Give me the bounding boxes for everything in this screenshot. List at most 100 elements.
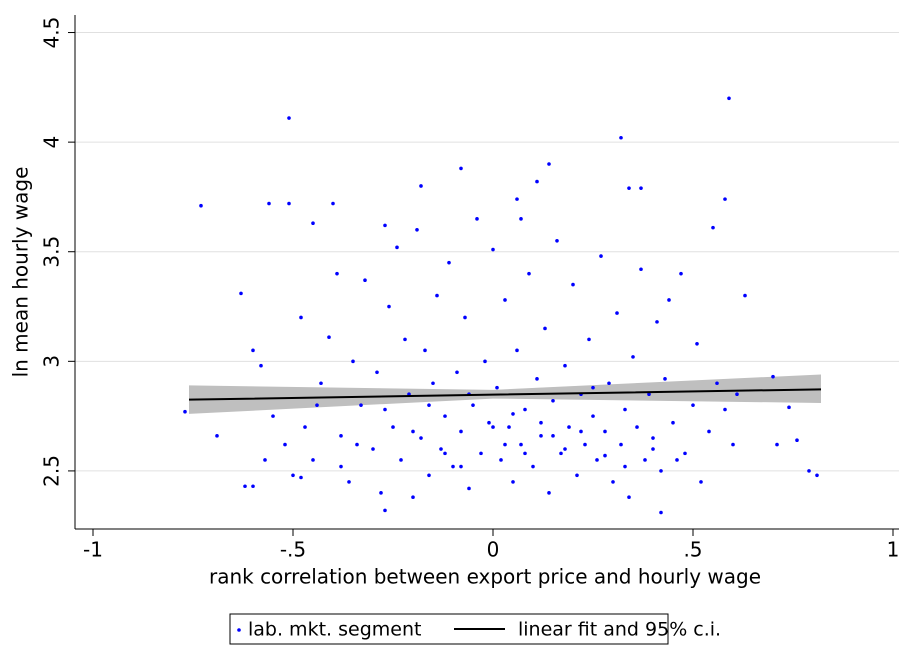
- point: [723, 197, 727, 201]
- point: [311, 221, 315, 226]
- point: [631, 355, 635, 359]
- point: [535, 377, 539, 381]
- point: [339, 464, 343, 469]
- point: [315, 403, 319, 407]
- point: [627, 186, 631, 190]
- point: [639, 186, 643, 190]
- point: [683, 451, 687, 456]
- point: [359, 403, 363, 407]
- y-tick-label: 4: [40, 136, 64, 149]
- fit-line: [188, 388, 822, 401]
- point: [771, 374, 775, 379]
- point: [815, 473, 819, 478]
- point: [419, 184, 423, 188]
- point: [711, 225, 715, 230]
- x-tick-label: .5: [683, 538, 702, 562]
- y-tick-label: 3: [40, 355, 64, 368]
- point: [603, 453, 607, 458]
- point: [427, 473, 431, 478]
- point: [263, 458, 267, 462]
- point: [351, 359, 355, 364]
- legend-box: [229, 613, 669, 645]
- point: [735, 392, 739, 396]
- point: [639, 267, 643, 272]
- point: [283, 442, 287, 447]
- point: [635, 425, 639, 429]
- point: [459, 166, 463, 171]
- point: [483, 359, 487, 364]
- point: [547, 162, 551, 166]
- x-tick-label: -.5: [280, 538, 306, 562]
- point: [527, 271, 531, 276]
- point: [411, 429, 415, 434]
- point: [355, 442, 359, 447]
- point: [535, 179, 539, 184]
- point: [599, 254, 603, 258]
- point: [579, 429, 583, 434]
- point: [523, 451, 527, 456]
- point: [299, 315, 303, 320]
- point: [331, 201, 335, 206]
- point: [699, 480, 703, 484]
- point: [427, 403, 431, 407]
- point: [511, 412, 515, 416]
- x-axis-label: rank correlation between export price an…: [209, 565, 761, 589]
- point: [199, 203, 203, 208]
- point: [455, 370, 459, 375]
- point: [415, 228, 419, 232]
- point: [743, 293, 747, 298]
- point: [439, 447, 443, 451]
- point: [387, 304, 391, 309]
- point: [399, 458, 403, 462]
- y-tick-label: 2.5: [40, 455, 64, 487]
- point: [479, 451, 483, 456]
- point: [671, 420, 675, 425]
- point: [363, 278, 367, 283]
- point: [571, 282, 575, 287]
- point: [347, 480, 351, 484]
- point: [607, 381, 611, 386]
- point: [515, 348, 519, 353]
- point: [707, 429, 711, 434]
- point: [519, 217, 523, 221]
- point: [403, 337, 407, 342]
- point: [727, 96, 731, 101]
- point: [383, 223, 387, 228]
- point: [371, 447, 375, 451]
- point: [487, 420, 491, 425]
- point: [723, 407, 727, 412]
- point: [551, 398, 555, 403]
- point: [551, 434, 555, 438]
- y-tick-label: 4.5: [40, 17, 64, 49]
- point: [539, 434, 543, 438]
- point: [303, 425, 307, 429]
- point: [619, 135, 623, 140]
- point: [287, 201, 291, 206]
- point: [383, 508, 387, 513]
- point: [659, 469, 663, 473]
- point: [595, 458, 599, 462]
- point: [715, 381, 719, 386]
- y-tick-label: 3.5: [40, 236, 64, 268]
- point: [775, 442, 779, 447]
- point: [259, 363, 263, 368]
- point: [611, 480, 615, 484]
- point: [651, 436, 655, 440]
- point: [555, 238, 559, 243]
- point: [655, 320, 659, 324]
- point: [243, 484, 247, 489]
- point: [795, 438, 799, 443]
- point: [523, 407, 527, 412]
- point: [459, 464, 463, 469]
- point: [215, 434, 219, 438]
- point: [435, 293, 439, 298]
- point: [339, 434, 343, 438]
- point: [591, 414, 595, 418]
- point: [471, 403, 475, 407]
- point: [731, 442, 735, 447]
- point: [443, 414, 447, 418]
- point: [695, 341, 699, 346]
- y-axis-label: ln mean hourly wage: [9, 167, 33, 378]
- point: [643, 458, 647, 462]
